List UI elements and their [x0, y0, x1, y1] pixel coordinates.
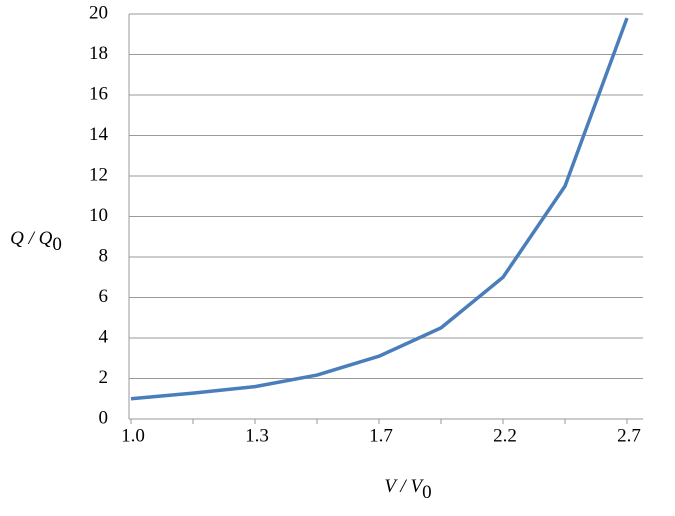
y-axis-label: Q / Q0: [10, 228, 62, 255]
x-tick-label: 2.2: [493, 425, 517, 446]
data-line: [130, 17, 629, 401]
y-tick-label: 14: [89, 124, 109, 145]
y-tick-label: 0: [99, 407, 109, 428]
x-label-main: V / V: [384, 476, 424, 497]
x-axis-label: V / V0: [384, 476, 431, 503]
y-tick-label: 8: [99, 245, 109, 266]
x-tick-label: 1.7: [369, 425, 393, 446]
x-tick-label: 1.3: [245, 425, 269, 446]
y-tick-label: 2: [99, 367, 109, 388]
y-tick-label: 16: [89, 83, 108, 104]
x-tick-label: 1.0: [121, 425, 145, 446]
y-tick-label: 18: [89, 43, 108, 64]
y-label-sub: 0: [52, 234, 62, 255]
x-tick-label: 2.7: [617, 425, 641, 446]
y-tick-label: 12: [89, 164, 108, 185]
y-tick-label: 20: [89, 2, 108, 23]
x-label-sub: 0: [422, 482, 432, 503]
y-label-main: Q / Q: [10, 228, 53, 249]
y-tick-label: 4: [99, 326, 109, 347]
y-tick-label: 6: [99, 286, 109, 307]
y-tick-label: 10: [89, 205, 108, 226]
